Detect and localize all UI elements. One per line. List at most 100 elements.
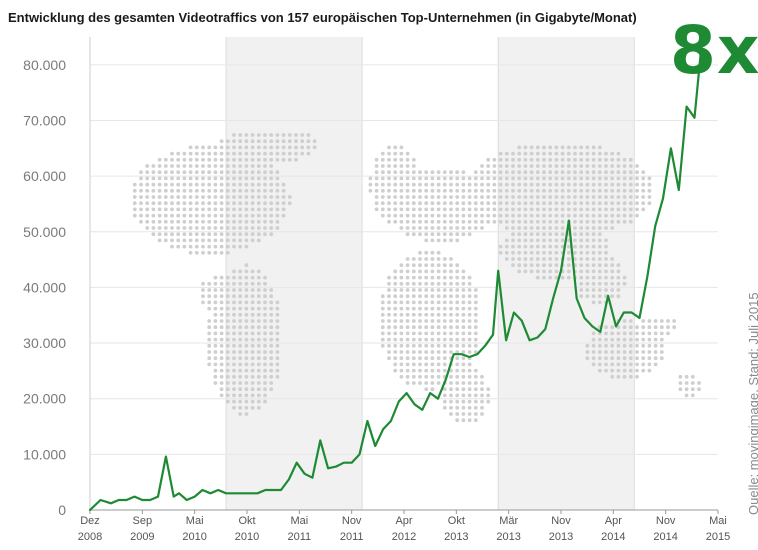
map-dot (591, 250, 596, 255)
map-dot (387, 319, 391, 323)
map-dot (436, 312, 441, 317)
map-dot (635, 362, 639, 367)
map-dot (201, 195, 205, 199)
map-dot (591, 182, 596, 187)
map-dot (163, 170, 168, 175)
map-dot (219, 164, 224, 168)
map-dot (579, 145, 584, 150)
map-dot (300, 145, 305, 150)
map-dot (436, 343, 441, 348)
map-dot (535, 232, 540, 237)
map-dot (666, 331, 670, 336)
map-dot (573, 151, 577, 156)
map-dot (430, 201, 435, 206)
map-dot (418, 368, 422, 373)
map-dot (387, 182, 391, 187)
y-tick-label: 30.000 (23, 335, 66, 351)
map-dot (368, 182, 373, 187)
map-dot (579, 170, 584, 175)
map-dot (250, 195, 255, 199)
map-dot (232, 145, 236, 150)
x-tick-year: 2013 (444, 531, 468, 543)
map-dot (616, 219, 621, 224)
map-dot (529, 145, 534, 150)
map-dot (616, 281, 621, 286)
map-dot (393, 356, 398, 361)
map-dot (238, 219, 243, 224)
map-dot (269, 312, 274, 317)
map-dot (467, 294, 472, 299)
map-dot (269, 201, 274, 206)
map-dot (232, 405, 236, 410)
map-dot (194, 176, 199, 181)
map-dot (418, 288, 422, 292)
map-dot (213, 176, 218, 181)
map-dot (201, 294, 205, 299)
map-dot (591, 300, 596, 305)
map-dot (610, 350, 615, 354)
map-dot (467, 275, 472, 280)
map-dot (442, 405, 447, 410)
map-dot (455, 176, 460, 181)
map-dot (182, 201, 187, 206)
map-dot (418, 232, 422, 237)
map-dot (399, 219, 404, 224)
map-dot (480, 164, 484, 168)
map-dot (250, 374, 255, 379)
map-dot (244, 182, 249, 187)
map-dot (604, 244, 608, 249)
map-dot (182, 195, 187, 199)
map-dot (436, 319, 441, 323)
x-tick-year: 2014 (653, 531, 677, 543)
map-dot (256, 139, 261, 144)
map-dot (436, 294, 441, 299)
map-dot (219, 368, 224, 373)
map-dot (418, 374, 422, 379)
map-dot (232, 306, 236, 311)
map-dot (213, 350, 218, 354)
map-dot (281, 201, 286, 206)
map-dot (225, 337, 230, 342)
map-dot (250, 275, 255, 280)
map-dot (387, 170, 391, 175)
map-dot (579, 195, 584, 199)
map-dot (542, 257, 546, 261)
map-dot (201, 145, 205, 150)
map-dot (573, 238, 577, 243)
map-dot (182, 232, 187, 237)
map-dot (250, 362, 255, 367)
map-dot (232, 139, 236, 144)
x-tick-label: Okt (238, 515, 255, 527)
map-dot (628, 164, 633, 168)
map-dot (387, 325, 391, 330)
map-dot (263, 275, 267, 280)
map-dot (411, 362, 416, 367)
map-dot (312, 145, 317, 150)
map-dot (554, 188, 559, 193)
map-dot (157, 195, 162, 199)
map-dot (659, 337, 664, 342)
map-dot (256, 300, 261, 305)
map-dot (579, 157, 584, 162)
map-dot (213, 312, 218, 317)
map-dot (399, 306, 404, 311)
map-dot (430, 294, 435, 299)
map-dot (219, 387, 224, 392)
map-dot (213, 319, 218, 323)
map-dot (219, 325, 224, 330)
map-dot (424, 374, 429, 379)
map-dot (225, 213, 230, 218)
map-dot (585, 356, 590, 361)
map-dot (597, 269, 602, 274)
map-dot (374, 164, 379, 168)
map-dot (647, 188, 652, 193)
map-dot (455, 238, 460, 243)
map-dot (232, 219, 236, 224)
map-dot (461, 275, 466, 280)
map-dot (256, 399, 261, 404)
map-dot (182, 244, 187, 249)
map-dot (250, 399, 255, 404)
map-dot (442, 195, 447, 199)
map-dot (616, 170, 621, 175)
map-dot (511, 250, 515, 255)
